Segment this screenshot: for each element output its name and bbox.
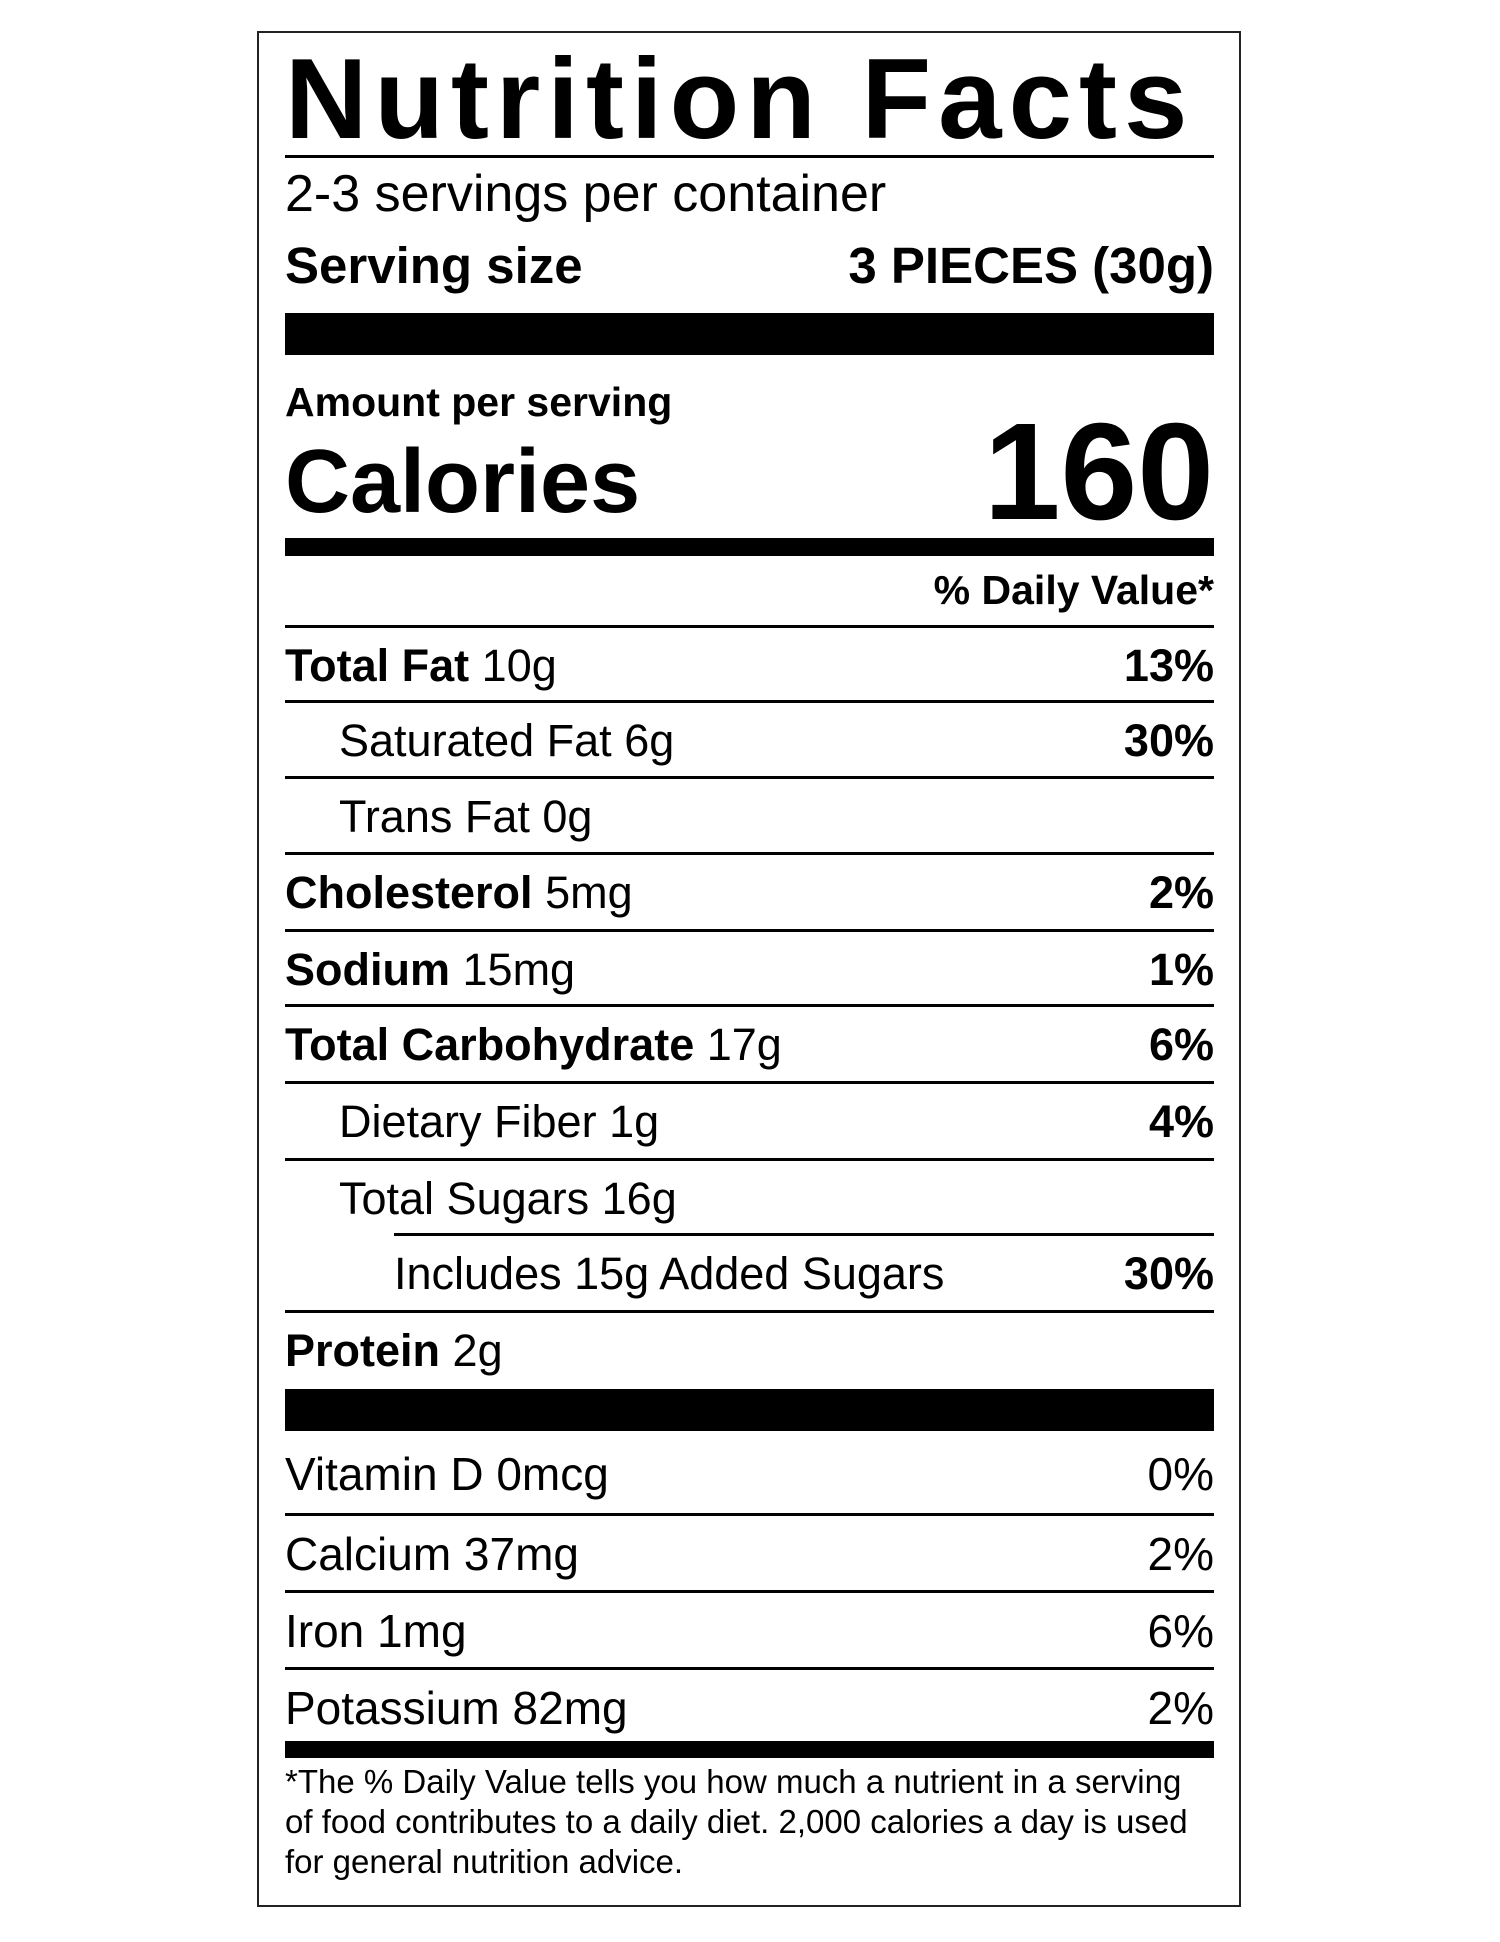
row-divider xyxy=(285,1081,1214,1084)
thick-divider xyxy=(285,1389,1214,1431)
vitamin-row: Calcium 37mg 2% xyxy=(285,1516,1214,1592)
nutrient-row: Total Sugars 16g xyxy=(285,1161,1214,1237)
row-divider xyxy=(394,1233,1214,1236)
medium-divider xyxy=(285,1741,1214,1758)
vitamin-daily-value: 6% xyxy=(1147,1605,1214,1657)
vitamin-row: Vitamin D 0mcg 0% xyxy=(285,1436,1214,1512)
daily-value-header: % Daily Value* xyxy=(933,567,1214,613)
nutrient-amount: 10g xyxy=(481,640,557,691)
vitamin-daily-value: 2% xyxy=(1147,1528,1214,1580)
serving-size-row: Serving size 3 PIECES (30g) xyxy=(285,236,1214,296)
nutrient-label: Total Sugars 16g xyxy=(285,1173,677,1225)
nutrient-row: Sodium 15mg 1% xyxy=(285,932,1214,1008)
nutrient-name: Protein xyxy=(285,1325,441,1376)
nutrient-amount: 16g xyxy=(601,1173,677,1224)
vitamin-name: Vitamin D 0mcg xyxy=(285,1448,609,1500)
nutrient-row: Trans Fat 0g xyxy=(285,779,1214,855)
nutrient-name: Total Fat xyxy=(285,640,470,691)
nutrient-name: Total Carbohydrate xyxy=(285,1019,695,1070)
row-divider xyxy=(285,852,1214,855)
nutrient-daily-value: 1% xyxy=(1148,944,1214,995)
nutrient-label: Protein 2g xyxy=(285,1325,503,1377)
calories-value: 160 xyxy=(983,395,1214,549)
nutrient-amount: 6g xyxy=(624,715,675,766)
divider xyxy=(285,155,1214,158)
nutrient-name: Cholesterol xyxy=(285,867,533,918)
nutrient-label: Saturated Fat 6g xyxy=(285,715,674,767)
label-title: Nutrition Facts xyxy=(285,36,1195,163)
nutrition-label-border xyxy=(257,31,1241,1907)
nutrient-daily-value: 6% xyxy=(1148,1019,1214,1070)
calories-label: Calories xyxy=(285,432,641,532)
medium-divider xyxy=(285,538,1214,556)
calories-row: Calories 160 xyxy=(285,403,1214,541)
vitamin-name: Calcium 37mg xyxy=(285,1528,579,1580)
row-divider xyxy=(285,776,1214,779)
nutrient-row: Total Carbohydrate 17g 6% xyxy=(285,1007,1214,1083)
servings-per-container: 2-3 servings per container xyxy=(285,165,887,223)
nutrient-row: Dietary Fiber 1g 4% xyxy=(285,1084,1214,1160)
nutrient-label: Trans Fat 0g xyxy=(285,791,592,843)
vitamin-row: Iron 1mg 6% xyxy=(285,1593,1214,1669)
nutrient-daily-value: 30% xyxy=(1123,715,1214,766)
nutrient-name: Dietary Fiber xyxy=(339,1096,597,1147)
nutrient-amount: 5mg xyxy=(545,867,633,918)
nutrient-row: Saturated Fat 6g 30% xyxy=(285,703,1214,779)
nutrient-label: Total Fat 10g xyxy=(285,640,557,692)
serving-size-value: 3 PIECES (30g) xyxy=(848,237,1214,294)
nutrient-name: Trans Fat xyxy=(339,791,530,842)
nutrient-label: Includes 15g Added Sugars xyxy=(285,1248,944,1300)
nutrient-label: Sodium 15mg xyxy=(285,944,575,996)
nutrient-row: Protein 2g xyxy=(285,1313,1214,1389)
vitamin-daily-value: 0% xyxy=(1147,1448,1214,1500)
nutrient-row: Includes 15g Added Sugars 30% xyxy=(285,1236,1214,1312)
nutrient-daily-value: 30% xyxy=(1123,1248,1214,1299)
nutrient-name: Sodium xyxy=(285,944,450,995)
vitamin-row: Potassium 82mg 2% xyxy=(285,1670,1214,1746)
row-divider xyxy=(285,1590,1214,1593)
row-divider xyxy=(285,929,1214,932)
nutrient-amount: 0g xyxy=(542,791,593,842)
vitamin-daily-value: 2% xyxy=(1147,1682,1214,1734)
nutrient-daily-value: 2% xyxy=(1148,867,1214,918)
nutrient-name: Total Sugars xyxy=(339,1173,590,1224)
nutrient-amount: 15mg xyxy=(462,944,576,995)
row-divider xyxy=(285,1667,1214,1670)
vitamin-name: Iron 1mg xyxy=(285,1605,467,1657)
vitamin-name: Potassium 82mg xyxy=(285,1682,628,1734)
nutrient-amount: 2g xyxy=(452,1325,503,1376)
nutrient-daily-value: 13% xyxy=(1123,640,1214,691)
nutrient-amount: 17g xyxy=(706,1019,782,1070)
nutrient-amount: 1g xyxy=(609,1096,660,1147)
row-divider xyxy=(285,1310,1214,1313)
nutrient-daily-value: 4% xyxy=(1148,1096,1214,1147)
serving-size-label: Serving size xyxy=(285,237,583,294)
nutrient-label: Dietary Fiber 1g xyxy=(285,1096,659,1148)
nutrient-label: Total Carbohydrate 17g xyxy=(285,1019,782,1071)
row-divider xyxy=(285,700,1214,703)
nutrient-name: Includes 15g Added Sugars xyxy=(394,1248,945,1299)
nutrient-row: Total Fat 10g 13% xyxy=(285,628,1214,704)
row-divider xyxy=(285,625,1214,628)
footnote: *The % Daily Value tells you how much a … xyxy=(285,1763,1188,1880)
thick-divider xyxy=(285,313,1214,355)
row-divider xyxy=(285,1004,1214,1007)
nutrient-label: Cholesterol 5mg xyxy=(285,867,633,919)
nutrient-name: Saturated Fat xyxy=(339,715,612,766)
amount-per-serving: Amount per serving xyxy=(285,379,673,425)
row-divider xyxy=(285,1158,1214,1161)
row-divider xyxy=(285,1513,1214,1516)
nutrient-row: Cholesterol 5mg 2% xyxy=(285,855,1214,931)
